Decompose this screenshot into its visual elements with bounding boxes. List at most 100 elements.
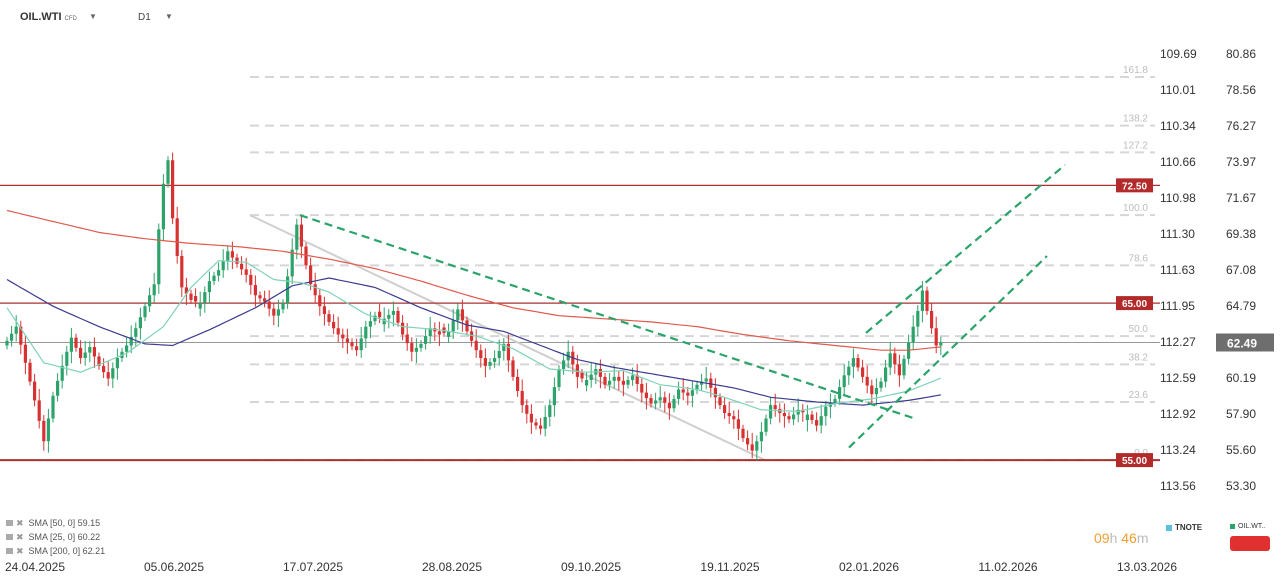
candle[interactable] — [874, 387, 878, 395]
candle[interactable] — [520, 391, 524, 406]
candle[interactable] — [10, 333, 14, 341]
candle[interactable] — [539, 425, 543, 429]
candle[interactable] — [106, 372, 110, 379]
candle[interactable] — [410, 343, 414, 352]
candle[interactable] — [5, 340, 9, 346]
candle[interactable] — [341, 334, 345, 339]
candle[interactable] — [327, 314, 331, 322]
candle[interactable] — [704, 378, 708, 382]
chevron-down-icon[interactable]: ▼ — [165, 12, 173, 21]
candle[interactable] — [92, 347, 96, 357]
candle[interactable] — [851, 358, 855, 367]
candle[interactable] — [28, 362, 32, 382]
candle[interactable] — [589, 374, 593, 381]
close-icon[interactable]: ✖ — [16, 546, 24, 556]
candle[interactable] — [511, 360, 515, 377]
candle[interactable] — [350, 342, 354, 347]
candle[interactable] — [138, 317, 142, 329]
candle[interactable] — [769, 405, 773, 419]
candle[interactable] — [79, 347, 83, 359]
candle[interactable] — [580, 372, 584, 379]
candle[interactable] — [690, 390, 694, 396]
candle[interactable] — [493, 358, 497, 362]
candle[interactable] — [810, 414, 814, 421]
candle[interactable] — [14, 326, 18, 334]
close-icon[interactable]: ✖ — [16, 532, 24, 542]
candle[interactable] — [631, 375, 635, 381]
candle[interactable] — [838, 387, 842, 399]
candle[interactable] — [456, 309, 460, 321]
candle[interactable] — [925, 290, 929, 311]
candle[interactable] — [134, 328, 138, 337]
candle[interactable] — [842, 375, 846, 388]
candle[interactable] — [184, 287, 188, 294]
sma200-line[interactable] — [6, 209, 941, 351]
candle[interactable] — [424, 336, 428, 344]
candle[interactable] — [309, 265, 313, 285]
candle[interactable] — [819, 416, 823, 426]
candle[interactable] — [318, 295, 322, 307]
candle[interactable] — [497, 350, 501, 359]
candle[interactable] — [46, 418, 50, 442]
candle[interactable] — [796, 409, 800, 415]
candle[interactable] — [217, 270, 221, 276]
downtrend-line[interactable] — [299, 214, 918, 421]
candle[interactable] — [506, 343, 510, 361]
candle[interactable] — [212, 275, 216, 282]
candle[interactable] — [548, 405, 552, 417]
candle[interactable] — [65, 351, 69, 366]
candle[interactable] — [437, 331, 441, 335]
candle[interactable] — [175, 218, 179, 256]
candle[interactable] — [83, 352, 87, 359]
candle[interactable] — [700, 381, 704, 385]
candle[interactable] — [97, 356, 101, 366]
candle[interactable] — [313, 284, 317, 296]
candle[interactable] — [189, 293, 193, 300]
candle[interactable] — [916, 310, 920, 327]
candle[interactable] — [355, 346, 359, 351]
candle[interactable] — [102, 365, 106, 373]
candle[interactable] — [930, 310, 934, 329]
candle[interactable] — [368, 321, 372, 327]
candle[interactable] — [111, 368, 115, 379]
candle[interactable] — [378, 311, 382, 318]
candle[interactable] — [911, 326, 915, 343]
candle[interactable] — [598, 369, 602, 377]
candle[interactable] — [865, 376, 869, 386]
candle[interactable] — [414, 347, 418, 352]
candle[interactable] — [56, 380, 60, 396]
candle[interactable] — [465, 320, 469, 332]
sell-indicator[interactable] — [1230, 536, 1270, 551]
candle[interactable] — [281, 303, 285, 310]
candle[interactable] — [88, 347, 92, 353]
candle[interactable] — [736, 419, 740, 429]
candle[interactable] — [612, 376, 616, 381]
candle[interactable] — [672, 398, 676, 409]
candle[interactable] — [267, 301, 271, 309]
candle[interactable] — [723, 405, 727, 413]
candle[interactable] — [451, 320, 455, 332]
candle[interactable] — [359, 338, 363, 351]
channel-upper-line[interactable] — [865, 164, 1066, 334]
candle[interactable] — [129, 336, 133, 346]
candle[interactable] — [235, 257, 239, 264]
candle[interactable] — [304, 246, 308, 266]
candle[interactable] — [884, 367, 888, 382]
candle[interactable] — [391, 310, 395, 315]
candle[interactable] — [226, 251, 230, 261]
candle[interactable] — [253, 285, 257, 296]
candle[interactable] — [115, 358, 119, 369]
candle[interactable] — [161, 183, 165, 230]
candle[interactable] — [677, 389, 681, 399]
candle[interactable] — [805, 414, 809, 421]
candle[interactable] — [23, 344, 27, 363]
candle[interactable] — [364, 326, 368, 339]
candle[interactable] — [180, 255, 184, 288]
candle[interactable] — [603, 376, 607, 385]
candle[interactable] — [69, 337, 73, 352]
candle[interactable] — [332, 321, 336, 329]
candle[interactable] — [249, 274, 253, 286]
candle[interactable] — [787, 416, 791, 420]
candle[interactable] — [516, 376, 520, 392]
candle[interactable] — [750, 444, 754, 451]
